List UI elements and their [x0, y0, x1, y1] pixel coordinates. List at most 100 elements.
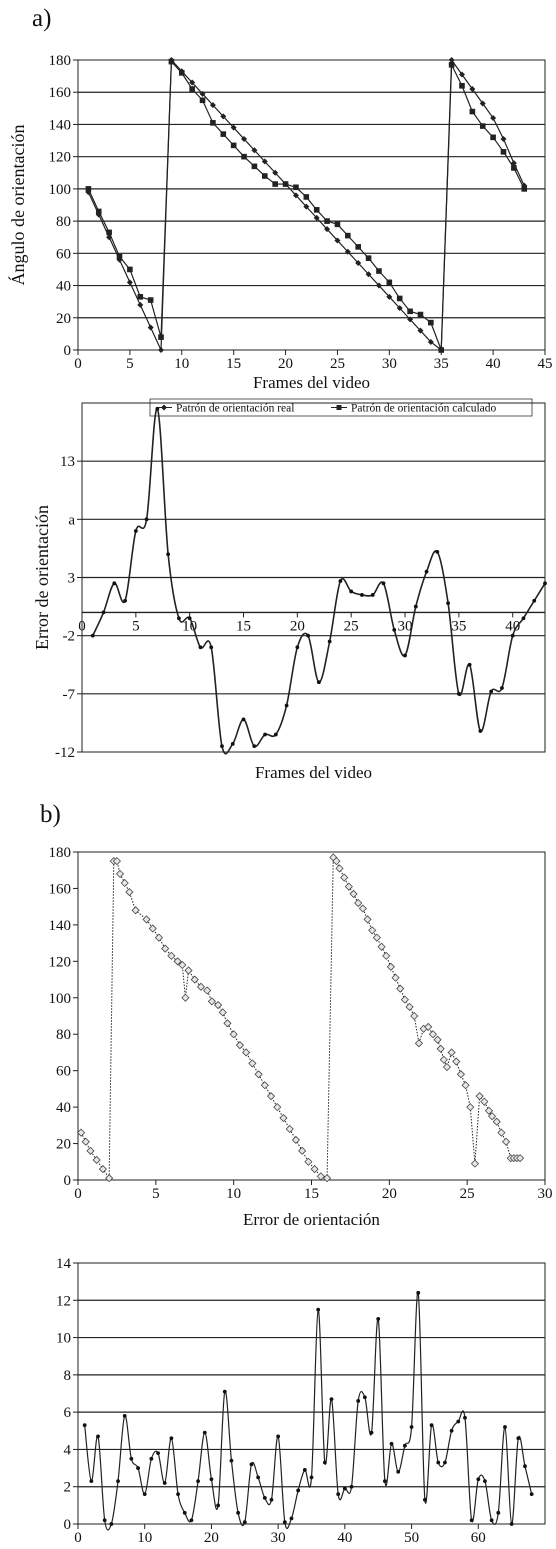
a1-series-1-point: [189, 86, 195, 92]
b2-series-0-point: [469, 1518, 474, 1523]
b1-series-0-point: [461, 1081, 470, 1090]
b2-series-0-point: [389, 1441, 394, 1446]
b2-xtick-label: 50: [404, 1530, 419, 1544]
b1-series-0-point: [354, 898, 363, 908]
b2-series-0-point: [189, 1518, 194, 1523]
a2-series-0-point: [467, 662, 472, 667]
a2-series-0-point: [327, 639, 332, 644]
b1-series-0-point: [131, 906, 140, 915]
a1-series-1-point: [158, 334, 164, 340]
b1-ytick-label: 160: [49, 881, 72, 897]
a2-ytick-label: -7: [63, 687, 76, 703]
a1-series-1-point: [106, 229, 112, 236]
a2-series-0-point: [198, 645, 203, 650]
b2-series-0-point: [463, 1415, 467, 1420]
a1-series-1-point: [386, 279, 393, 286]
b2-series-0-line: [84, 1291, 533, 1531]
a1-series-0-point: [334, 237, 341, 244]
b1-ytick-label: 0: [64, 1173, 72, 1189]
b1-series-0-point: [396, 984, 405, 993]
a1-series-0-point: [479, 100, 486, 107]
b2-series-0-point: [142, 1492, 147, 1497]
b1-ytick-label: 20: [56, 1137, 71, 1153]
b1-series-0-point: [484, 1106, 494, 1115]
b2-series-0-point: [242, 1520, 247, 1525]
b1-series-0-point: [466, 1103, 475, 1112]
b1-series-0-point: [304, 1157, 313, 1166]
a2-series-0-point: [478, 729, 483, 733]
a1-series-1-point: [230, 142, 237, 149]
a2-series-0-point: [316, 680, 321, 685]
a2-series-0-point: [101, 610, 106, 615]
b2-series-0-point: [196, 1479, 200, 1484]
b1-series-0-point: [516, 1154, 525, 1163]
b1-series-0-point: [248, 1059, 257, 1068]
a1-plot-frame: [77, 59, 546, 351]
a1-series-0-point: [500, 135, 507, 142]
b2-series-0-point: [322, 1460, 327, 1465]
a1-series-1-point: [210, 120, 216, 126]
b1-series-0-point: [291, 1135, 300, 1144]
a2-series-0-point: [489, 689, 494, 694]
a1-ytick-label: 60: [56, 246, 71, 262]
a1-series-1-point: [220, 131, 227, 137]
b1-series-0-point: [266, 1092, 276, 1101]
b2-series-0-point: [289, 1516, 294, 1521]
b1-series-0-point: [340, 873, 349, 882]
a2-series-0-point: [500, 686, 504, 690]
b2-series-0-point: [96, 1434, 100, 1439]
b1-series-0-point: [363, 915, 372, 924]
b2-series-0-point: [302, 1468, 307, 1472]
a2-xtick-label: 10: [182, 618, 197, 634]
a2-xtick-label: 5: [132, 618, 140, 634]
b1-series-0-point: [81, 1137, 90, 1146]
a1-series-0-point: [386, 293, 393, 300]
a1-series-0-point: [292, 192, 299, 199]
a2-series-0-point: [133, 529, 138, 533]
b2-series-0-point: [249, 1462, 254, 1467]
b1-series-0-point: [173, 957, 182, 966]
a1-series-1-point: [355, 244, 361, 250]
b1-series-0-point: [142, 915, 151, 924]
b2-ytick-label: 12: [56, 1293, 71, 1309]
b1-series-0-point: [167, 951, 176, 960]
b1-series-0-point: [298, 1146, 307, 1155]
b2-series-0-point: [376, 1317, 381, 1321]
a1-series-0-point: [458, 71, 465, 78]
b1-series-0-point: [452, 1057, 461, 1066]
b2-series-0-point: [169, 1436, 174, 1441]
b2-series-0-point: [162, 1481, 167, 1485]
a1-series-1-point: [116, 253, 123, 260]
b2-series-0-point: [382, 1479, 387, 1484]
a1-xtick-label: 10: [174, 356, 189, 372]
a1-series-1-point: [241, 153, 247, 160]
a1-series-0-point: [417, 327, 424, 334]
a1-series-1-point: [137, 294, 144, 300]
b1-series-0-point: [154, 933, 164, 942]
a2-series-0-point: [123, 598, 127, 603]
a2-xtick-label: 0: [78, 618, 86, 634]
b2-plot-frame: [77, 1262, 546, 1525]
b1-series-0-point: [372, 933, 381, 942]
b2-series-0-point: [409, 1425, 414, 1429]
a1-series-1-point: [303, 194, 310, 200]
a2-series-0-point: [263, 732, 267, 737]
b1-series-0-point: [148, 924, 157, 933]
b1-series-0-point: [349, 889, 358, 898]
b1-series-0-point: [229, 1030, 238, 1039]
a1-series-1-point: [490, 134, 496, 141]
b1-series-0-point: [497, 1128, 506, 1137]
a2-series-0-point: [155, 406, 160, 411]
b1-series-0-point: [235, 1041, 244, 1050]
b2-series-0-point: [182, 1510, 187, 1515]
a1-xtick-label: 15: [226, 356, 241, 372]
a2-ytick-label: a: [68, 512, 75, 528]
b2-series-0-point: [216, 1503, 221, 1508]
b1-series-0-point: [115, 869, 125, 878]
a2-series-0-point: [209, 645, 214, 650]
b1-series-0-point: [433, 1035, 442, 1044]
b2-series-0-point: [256, 1475, 261, 1480]
a2-xtick-label: 40: [505, 618, 520, 634]
a1-series-1-point: [313, 207, 320, 213]
b2-series-0-point: [336, 1492, 341, 1497]
